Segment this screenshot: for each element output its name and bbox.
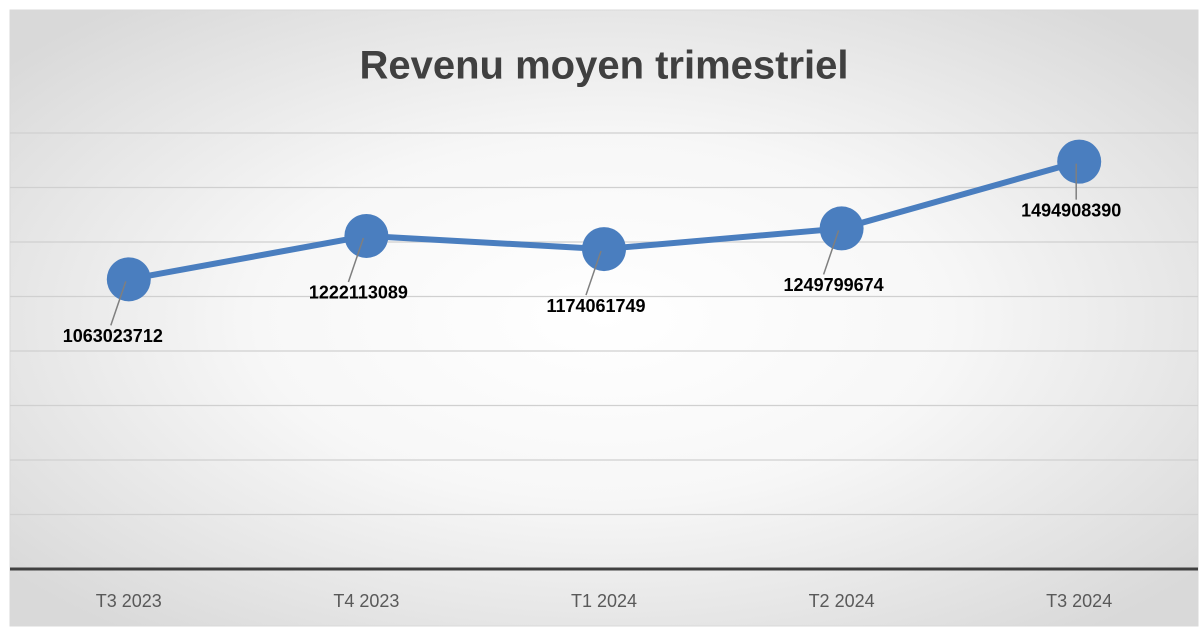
marker (819, 206, 864, 251)
x-tick-label: T3 2024 (1046, 591, 1112, 611)
x-tick-label: T2 2024 (809, 591, 875, 611)
leader-line (110, 281, 127, 326)
data-label: 1174061749 (546, 296, 645, 316)
data-label: 1222113089 (309, 283, 408, 303)
x-tick-label: T4 2023 (333, 591, 399, 611)
marker (106, 257, 151, 302)
data-label: 1249799674 (784, 275, 884, 295)
chart-title: Revenu moyen trimestriel (359, 44, 848, 88)
marker (344, 213, 389, 258)
leader-line (822, 230, 840, 275)
data-label: 1063023712 (63, 326, 163, 346)
chart-area (9, 9, 1199, 627)
marker (582, 227, 626, 272)
x-tick-label: T1 2024 (571, 591, 637, 611)
leader-line (585, 250, 602, 296)
data-label: 1494908390 (1021, 200, 1121, 220)
leader-line (347, 237, 365, 283)
marker (1057, 139, 1102, 184)
x-tick-label: T3 2023 (96, 591, 162, 611)
